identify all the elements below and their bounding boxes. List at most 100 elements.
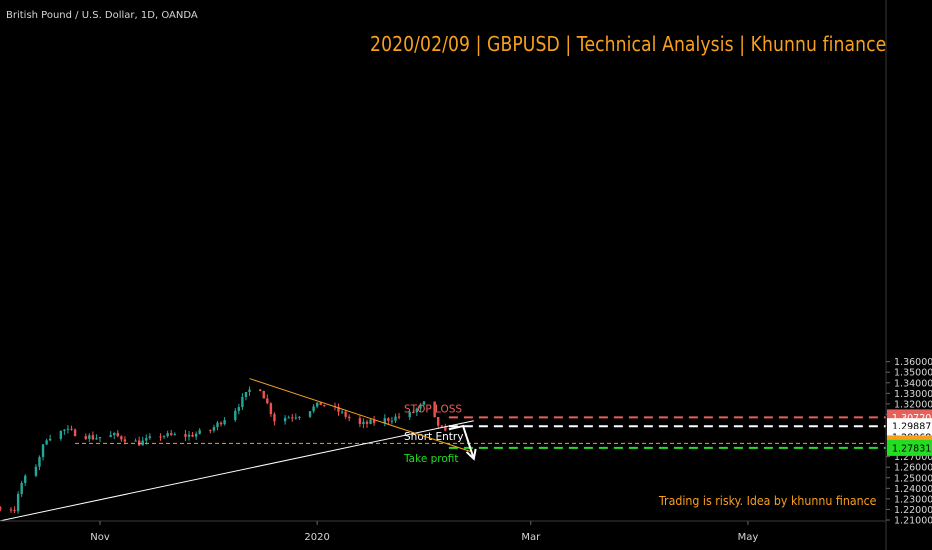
candle-body	[259, 389, 262, 391]
candle-body	[173, 434, 176, 436]
candle-body	[148, 436, 152, 439]
candle-body	[66, 428, 70, 430]
candle-body	[241, 397, 244, 408]
candle-body	[116, 433, 119, 437]
candle-body	[191, 434, 194, 437]
candle-body	[24, 475, 27, 483]
candle-body	[145, 438, 148, 441]
candle-body	[159, 436, 162, 438]
candle-body	[59, 430, 63, 439]
candle-body	[262, 390, 265, 399]
candle-body	[362, 421, 365, 424]
candle-body	[287, 417, 290, 419]
candle-body	[237, 407, 241, 411]
x-tick-label: May	[738, 532, 759, 543]
candle-body	[444, 426, 447, 431]
candle-body	[390, 420, 394, 422]
candle-body	[419, 404, 422, 409]
candle-body	[70, 428, 73, 430]
y-tick-label: 1.34000	[894, 378, 932, 389]
candle-body	[323, 405, 326, 407]
candle-body	[298, 416, 301, 418]
candle-body	[113, 433, 116, 436]
candle-body	[348, 416, 351, 419]
price-badge-label: 1.29887	[892, 422, 931, 433]
candle-body	[88, 435, 91, 439]
candle-body	[198, 430, 201, 434]
candle-body	[170, 433, 173, 435]
y-tick-label: 1.21000	[894, 516, 932, 527]
y-tick-label: 1.23000	[894, 494, 932, 505]
candle-body	[340, 411, 344, 413]
candle-body	[73, 429, 77, 437]
candle-body	[48, 438, 52, 441]
resistance-trendline	[249, 378, 471, 452]
projection-arrow-path	[448, 424, 475, 460]
candle-body	[291, 417, 294, 419]
candle-body	[397, 416, 401, 418]
level-label-stop-loss: STOP LOSS	[404, 403, 462, 415]
candle-body	[162, 436, 166, 438]
candle-body	[20, 482, 23, 494]
candle-body	[187, 434, 191, 437]
candle-body	[412, 412, 415, 414]
candle-body	[344, 411, 347, 417]
candle-body	[433, 401, 436, 418]
candle-body	[308, 411, 312, 417]
candle-body	[212, 427, 216, 431]
y-tick-label: 1.33000	[894, 389, 932, 400]
candle-body	[9, 509, 13, 511]
candle-body	[109, 435, 112, 438]
candle-body	[319, 402, 322, 406]
candle-body	[369, 419, 372, 424]
candle-body	[38, 457, 41, 467]
candle-body	[209, 430, 212, 432]
candle-body	[283, 417, 287, 422]
candle-body	[84, 436, 87, 439]
candle-body	[63, 429, 66, 431]
candle-body	[394, 416, 397, 421]
idea-title: 2020/02/09 | GBPUSD | Technical Analysis…	[369, 32, 886, 56]
candle-body	[13, 510, 16, 512]
projection-arrow-head	[465, 448, 477, 461]
y-tick-label: 1.26000	[894, 463, 932, 474]
candle-body	[244, 392, 248, 398]
candle-body	[123, 439, 127, 442]
symbol-info: British Pound / U.S. Dollar, 1D, OANDA	[6, 10, 198, 21]
candle-body	[294, 417, 297, 419]
candle-body	[41, 444, 45, 458]
price-axis[interactable]: 1.360001.350001.340001.330001.320001.310…	[886, 357, 932, 527]
candle-body	[16, 493, 20, 512]
candle-body	[234, 410, 237, 421]
candles-layer	[0, 386, 447, 514]
time-axis[interactable]: Nov2020MarMayJulSepNov2021	[90, 521, 932, 543]
y-tick-label: 1.22000	[894, 505, 932, 516]
candle-body	[134, 440, 137, 442]
candle-body	[337, 407, 340, 412]
y-tick-label: 1.36000	[894, 357, 932, 368]
candle-body	[387, 418, 390, 421]
candle-body	[315, 402, 319, 407]
candle-body	[383, 418, 386, 423]
candle-body	[34, 466, 38, 476]
candle-body	[358, 418, 362, 424]
support-trendline	[0, 420, 474, 522]
candle-body	[184, 434, 187, 437]
candle-body	[422, 401, 426, 405]
price-badge-1.27831	[887, 439, 932, 456]
level-label-take-profit: Take profit	[403, 453, 459, 465]
x-tick-label: Mar	[521, 532, 541, 543]
candle-body	[273, 414, 276, 422]
y-tick-label: 1.35000	[894, 368, 932, 379]
candle-body	[141, 440, 144, 446]
candle-body	[415, 408, 419, 413]
candle-body	[95, 438, 98, 440]
candle-body	[166, 433, 169, 437]
price-badge-label: 1.27831	[892, 443, 931, 454]
candle-body	[120, 436, 123, 440]
candle-body	[0, 507, 2, 510]
disclaimer-text: Trading is risky. Idea by khunnu finance	[658, 494, 876, 508]
